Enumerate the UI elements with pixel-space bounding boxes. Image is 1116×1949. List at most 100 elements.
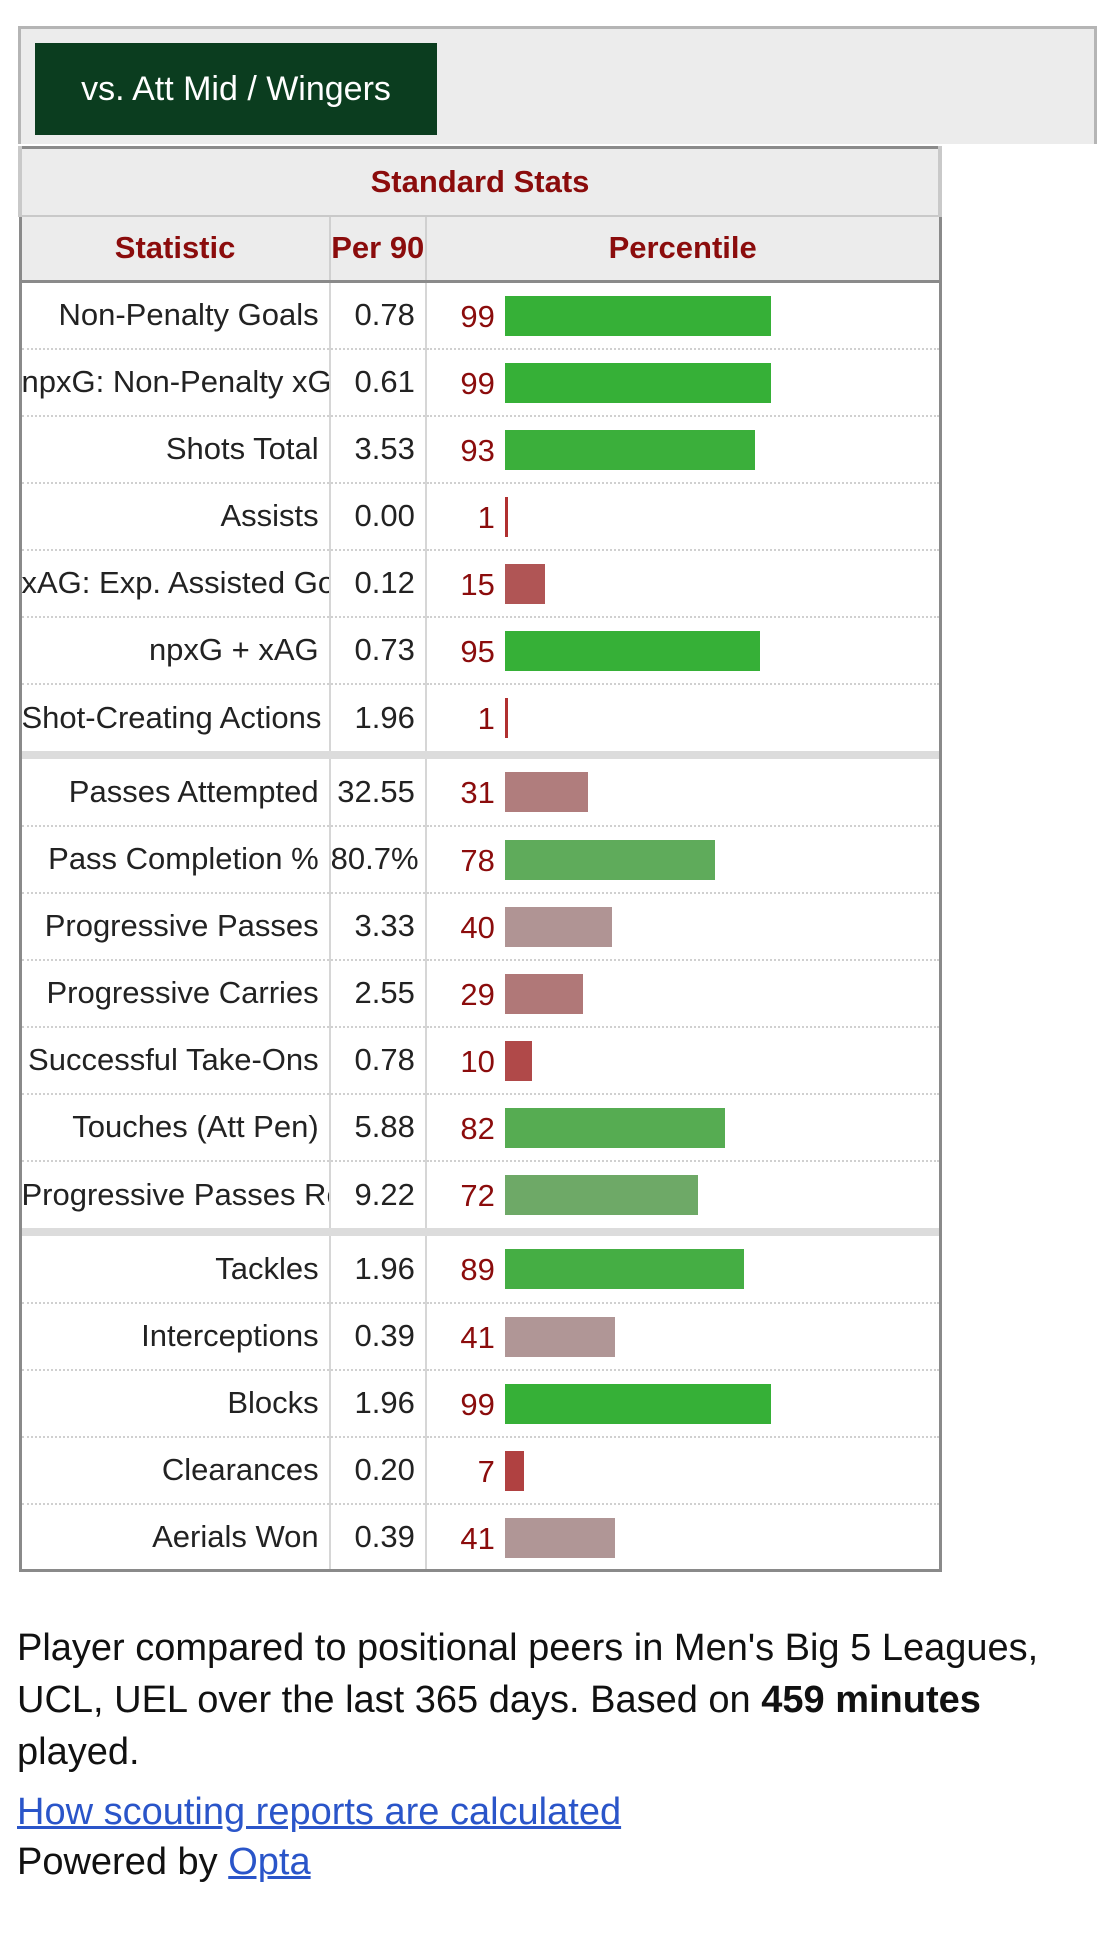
per90-value: 9.22 xyxy=(329,1160,427,1228)
column-header-per-90[interactable]: Per 90 xyxy=(329,215,427,283)
percentile-cell: 7 xyxy=(425,1436,940,1505)
percentile-value: 99 xyxy=(460,365,495,401)
percentile-bar xyxy=(504,973,583,1014)
powered-by: Powered by Opta xyxy=(17,1836,311,1888)
percentile-bar xyxy=(504,362,771,403)
percentile-cell: 93 xyxy=(425,415,940,484)
percentile-value: 89 xyxy=(460,1251,495,1287)
percentile-bar xyxy=(504,839,715,880)
stat-row-tackles: Tackles 1.96 89 xyxy=(20,1235,940,1304)
per90-value: 1.96 xyxy=(329,1369,427,1438)
stat-name: xAG: Exp. Assisted Goals xyxy=(20,549,331,618)
column-header-percentile[interactable]: Percentile xyxy=(425,215,940,283)
stat-row-passes-attempted: Passes Attempted 32.55 31 xyxy=(20,758,940,827)
stat-name: Successful Take-Ons xyxy=(20,1026,331,1095)
comparison-tab-bar: vs. Att Mid / Wingers xyxy=(18,26,1097,144)
per90-value: 1.96 xyxy=(329,1235,427,1304)
over-header-standard-stats: Standard Stats xyxy=(18,146,942,217)
percentile-value: 99 xyxy=(460,299,495,334)
percentile-cell: 95 xyxy=(425,616,940,685)
standard-stats-table: Standard Stats Statistic Per 90 Percenti… xyxy=(18,146,942,1572)
percentile-cell: 40 xyxy=(425,892,940,961)
percentile-bar xyxy=(504,630,760,671)
per90-value: 0.00 xyxy=(329,482,427,551)
stat-row-touches-att-pen: Touches (Att Pen) 5.88 82 xyxy=(20,1093,940,1162)
stat-row-shots-total: Shots Total 3.53 93 xyxy=(20,415,940,484)
note-suffix: played. xyxy=(17,1731,140,1773)
stat-name: Interceptions xyxy=(20,1302,331,1371)
per90-value: 0.39 xyxy=(329,1302,427,1371)
stat-name: Clearances xyxy=(20,1436,331,1505)
percentile-value: 78 xyxy=(460,842,495,878)
stat-row-blocks: Blocks 1.96 99 xyxy=(20,1369,940,1438)
percentile-bar xyxy=(504,1450,524,1491)
stat-name: Assists xyxy=(20,482,331,551)
percentile-bar xyxy=(504,1383,771,1424)
percentile-value: 1 xyxy=(477,499,495,535)
percentile-value: 82 xyxy=(460,1110,495,1146)
percentile-bar xyxy=(504,296,771,336)
percentile-bar xyxy=(504,1040,532,1081)
percentile-value: 41 xyxy=(460,1319,495,1355)
percentile-value: 40 xyxy=(460,909,495,945)
stat-name: Progressive Carries xyxy=(20,959,331,1028)
stat-name: Pass Completion % xyxy=(20,825,331,894)
percentile-cell: 10 xyxy=(425,1026,940,1095)
comparison-note: Player compared to positional peers in M… xyxy=(17,1622,1097,1778)
per90-value: 0.73 xyxy=(329,616,427,685)
stat-name: Blocks xyxy=(20,1369,331,1438)
percentile-bar xyxy=(504,906,612,947)
powered-prefix: Powered by xyxy=(17,1841,229,1883)
percentile-bar xyxy=(504,1107,725,1148)
column-header-statistic[interactable]: Statistic xyxy=(20,215,331,283)
percentile-value: 1 xyxy=(477,700,495,736)
stat-row-successful-take-ons: Successful Take-Ons 0.78 10 xyxy=(20,1026,940,1095)
stat-name: Shots Total xyxy=(20,415,331,484)
group-separator xyxy=(20,1227,940,1236)
stat-row-clearances: Clearances 0.20 7 xyxy=(20,1436,940,1505)
per90-value: 0.78 xyxy=(329,1026,427,1095)
stat-row-progressive-passes: Progressive Passes 3.33 40 xyxy=(20,892,940,961)
percentile-value: 10 xyxy=(460,1043,495,1079)
per90-value: 5.88 xyxy=(329,1093,427,1162)
percentile-value: 72 xyxy=(460,1177,495,1213)
minutes-played: 459 minutes xyxy=(761,1679,981,1721)
percentile-value: 7 xyxy=(477,1453,495,1489)
tab-att-mid-wingers[interactable]: vs. Att Mid / Wingers xyxy=(35,43,437,135)
percentile-value: 29 xyxy=(460,976,495,1012)
percentile-cell: 29 xyxy=(425,959,940,1028)
opta-link[interactable]: Opta xyxy=(228,1841,311,1883)
group-separator-cell xyxy=(20,1227,940,1236)
per90-value: 80.7% xyxy=(329,825,427,894)
percentile-bar xyxy=(504,697,508,738)
percentile-cell: 78 xyxy=(425,825,940,894)
percentile-value: 99 xyxy=(460,1386,495,1422)
stat-row-progressive-passes-rec: Progressive Passes Rec 9.22 72 xyxy=(20,1160,940,1228)
group-separator-cell xyxy=(20,750,940,759)
stats-table-body: Non-Penalty Goals 0.78 99 npxG: Non-Penalty… xyxy=(20,281,940,1571)
stat-row-assists: Assists 0.00 1 xyxy=(20,482,940,551)
percentile-cell: 89 xyxy=(425,1235,940,1304)
percentile-bar xyxy=(504,496,508,537)
percentile-cell: 41 xyxy=(426,1504,940,1571)
percentile-cell: 1 xyxy=(425,482,940,551)
percentile-cell: 72 xyxy=(426,1161,940,1228)
per90-value: 3.33 xyxy=(329,892,427,961)
stat-name: Aerials Won xyxy=(20,1503,331,1571)
percentile-value: 15 xyxy=(460,566,495,602)
percentile-cell: 31 xyxy=(425,758,940,827)
percentile-value: 41 xyxy=(460,1520,495,1556)
per90-value: 0.61 xyxy=(329,348,427,417)
percentile-bar xyxy=(504,429,755,470)
stat-name: Progressive Passes Rec xyxy=(20,1160,331,1228)
per90-value: 32.55 xyxy=(329,758,427,827)
percentile-value: 93 xyxy=(460,432,495,468)
stat-name: Shot-Creating Actions xyxy=(20,683,331,751)
percentile-cell: 1 xyxy=(426,684,940,751)
percentile-cell: 99 xyxy=(425,281,940,350)
stat-name: Touches (Att Pen) xyxy=(20,1093,331,1162)
percentile-value: 95 xyxy=(460,633,495,669)
how-scouting-reports-link[interactable]: How scouting reports are calculated xyxy=(17,1791,622,1833)
percentile-bar xyxy=(504,1248,744,1289)
